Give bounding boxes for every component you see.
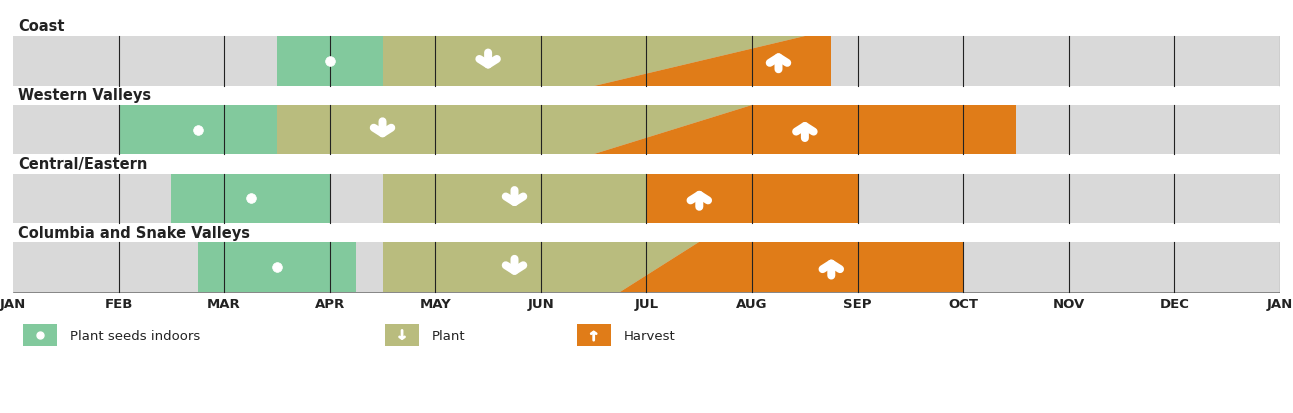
Bar bbox=[804, 37, 831, 86]
Text: Harvest: Harvest bbox=[623, 329, 675, 342]
Text: Plant seeds indoors: Plant seeds indoors bbox=[70, 329, 200, 342]
Bar bbox=[383, 243, 621, 292]
Text: MAY: MAY bbox=[419, 298, 451, 311]
Text: Western Valleys: Western Valleys bbox=[18, 88, 151, 103]
Text: Central/Eastern: Central/Eastern bbox=[18, 157, 147, 171]
Text: JAN: JAN bbox=[0, 298, 26, 311]
Text: JAN: JAN bbox=[1267, 298, 1293, 311]
Bar bbox=[383, 37, 593, 86]
Bar bbox=[119, 106, 277, 155]
Bar bbox=[198, 243, 356, 292]
Polygon shape bbox=[621, 243, 700, 292]
Text: Plant: Plant bbox=[432, 329, 465, 342]
Bar bbox=[385, 325, 419, 347]
Polygon shape bbox=[593, 106, 753, 155]
Text: DEC: DEC bbox=[1160, 298, 1190, 311]
Text: NOV: NOV bbox=[1053, 298, 1085, 311]
Bar bbox=[171, 174, 330, 224]
Text: JUL: JUL bbox=[635, 298, 658, 311]
Text: AUG: AUG bbox=[736, 298, 768, 311]
Text: Coast: Coast bbox=[18, 19, 65, 34]
Text: APR: APR bbox=[314, 298, 345, 311]
Bar bbox=[23, 325, 57, 347]
Bar bbox=[753, 106, 1016, 155]
Bar bbox=[13, 106, 1280, 155]
Bar bbox=[700, 243, 963, 292]
Polygon shape bbox=[593, 106, 753, 155]
Text: FEB: FEB bbox=[105, 298, 133, 311]
Text: MAR: MAR bbox=[207, 298, 240, 311]
Polygon shape bbox=[593, 37, 804, 86]
Bar bbox=[13, 243, 1280, 292]
Text: OCT: OCT bbox=[948, 298, 979, 311]
Polygon shape bbox=[621, 243, 700, 292]
Bar bbox=[13, 174, 1280, 224]
Text: SEP: SEP bbox=[843, 298, 871, 311]
Text: Columbia and Snake Valleys: Columbia and Snake Valleys bbox=[18, 225, 251, 240]
Bar bbox=[277, 106, 593, 155]
Bar bbox=[383, 174, 646, 224]
Bar bbox=[646, 174, 857, 224]
Bar bbox=[577, 325, 610, 347]
Polygon shape bbox=[593, 37, 804, 86]
Text: JUN: JUN bbox=[528, 298, 555, 311]
Bar bbox=[277, 37, 383, 86]
Bar bbox=[13, 37, 1280, 86]
